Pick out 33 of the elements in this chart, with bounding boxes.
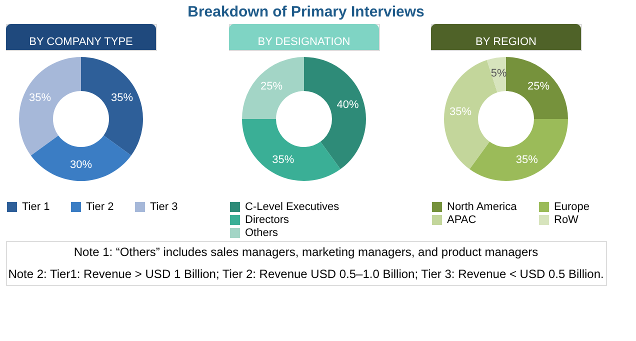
donut-slice [242, 57, 304, 119]
data-label: 30% [70, 159, 92, 171]
legend-label: Tier 1 [22, 201, 50, 213]
data-label: 35% [29, 92, 52, 104]
data-label: 25% [528, 80, 550, 92]
donut-slice [19, 57, 81, 156]
donut-slice [242, 119, 340, 181]
data-label: 35% [516, 154, 538, 166]
chart-title: BY COMPANY TYPE [29, 36, 133, 48]
donut-slice [30, 135, 132, 181]
legend-label: APAC [447, 214, 476, 226]
data-label: 25% [260, 80, 283, 92]
chart-title: BY REGION [476, 36, 537, 48]
chart-title: BY DESIGNATION [258, 36, 350, 48]
text: Breakdown of Primary Interviews [188, 4, 424, 20]
donut-slice [304, 57, 366, 170]
legend-label: North America [447, 201, 518, 213]
legend-label: C-Level Executives [245, 201, 340, 213]
legend-label: RoW [554, 214, 580, 226]
legend-label: Tier 2 [86, 201, 114, 213]
data-label: 35% [272, 154, 294, 166]
text: Note 1: “Others” includes sales managers, marketing managers, and product managers [74, 245, 538, 259]
data-label: 35% [110, 92, 134, 104]
data-label: 35% [450, 106, 472, 118]
text: Note 2: Tier1: Revenue > USD 1 Billion; Tier 2: Revenue USD 0.5–1.0 Billion; Tier 3: Revenue < USD 0.5 Billion. [8, 267, 604, 281]
donut-slice [470, 119, 568, 181]
data-label: 40% [336, 98, 359, 111]
legend-label: Directors [245, 214, 290, 226]
legend-label: Europe [554, 201, 590, 213]
legend-label: Others [245, 227, 279, 239]
legend-label: Tier 3 [150, 201, 178, 213]
donut-slice [506, 57, 568, 119]
donut-slice [81, 57, 143, 156]
